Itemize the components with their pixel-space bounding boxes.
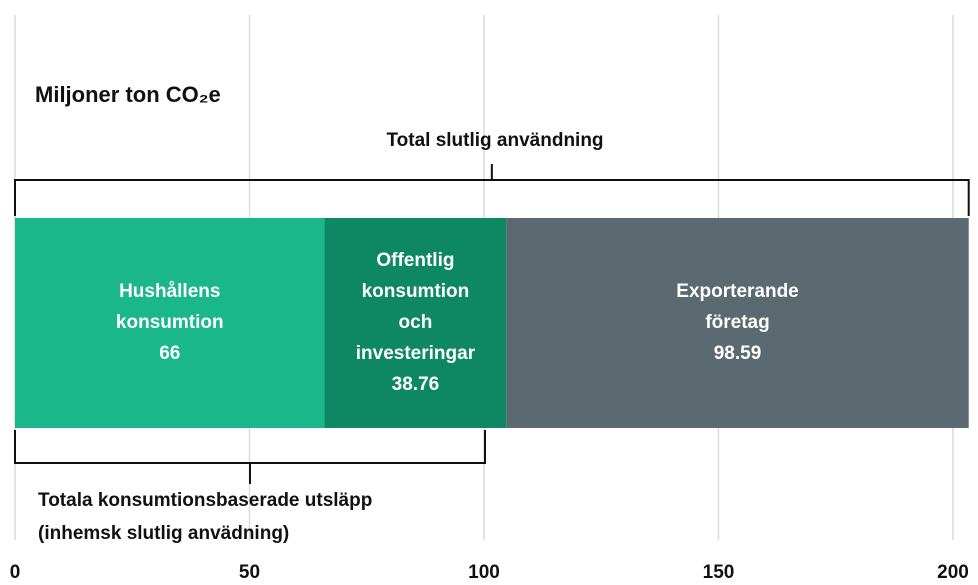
bar-segment <box>324 218 507 428</box>
bar-segment <box>15 218 325 428</box>
x-tick-label: 150 <box>703 562 735 583</box>
chart-title: Miljoner ton CO₂e <box>35 82 221 107</box>
bar-segment <box>506 218 969 428</box>
annotation: Totala konsumtionsbaserade utsläpp <box>38 490 372 511</box>
value-label: 66 <box>159 343 180 364</box>
segment-label: Offentlig konsumtion och investeringar <box>356 250 476 364</box>
annotation: Total slutlig användning <box>386 130 603 151</box>
x-tick-label: 200 <box>937 562 969 583</box>
value-label: 98.59 <box>714 343 762 364</box>
x-tick-label: 0 <box>10 562 21 583</box>
segment-label: Exporterande företag <box>676 281 798 333</box>
segment-label: Hushållens konsumtion <box>116 281 224 333</box>
annotation: (inhemsk slutlig anvädning) <box>38 523 289 544</box>
x-tick-label: 100 <box>468 562 500 583</box>
value-label: 38.76 <box>392 374 440 395</box>
x-tick-label: 50 <box>239 562 260 583</box>
bracket <box>14 430 486 484</box>
bracket <box>14 164 970 216</box>
